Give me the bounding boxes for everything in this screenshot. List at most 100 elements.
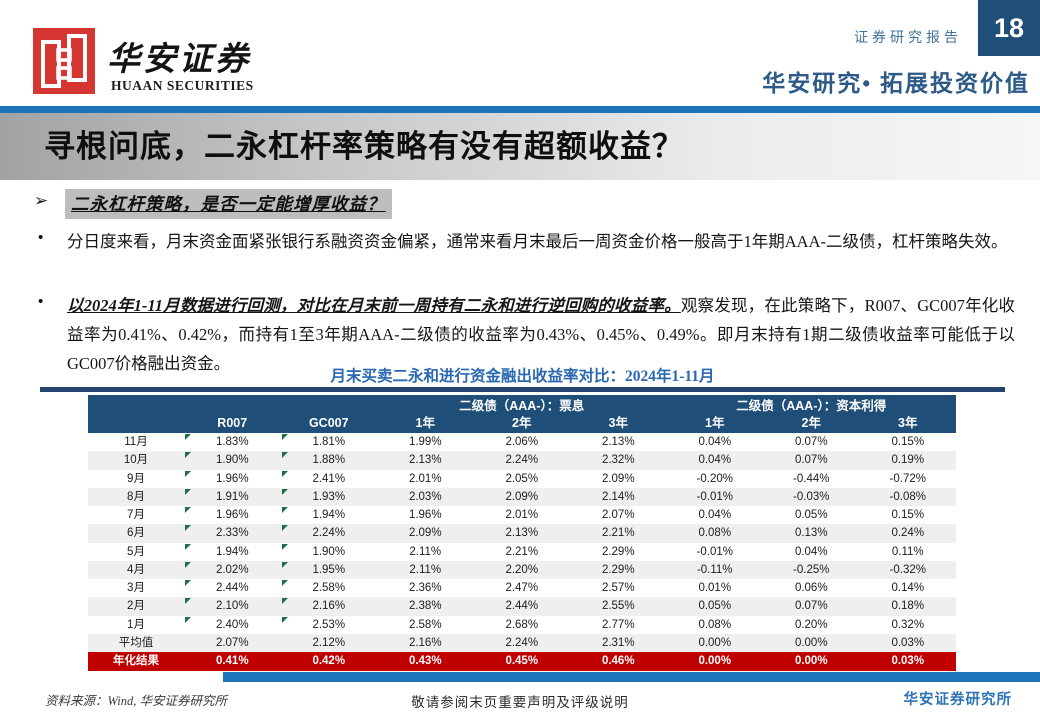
table-cell: 1.96% xyxy=(184,470,281,488)
table-cell: 2.68% xyxy=(505,618,539,631)
table-cell: 1.88% xyxy=(281,451,378,469)
table-cell: -0.32% xyxy=(889,563,926,576)
page-title: 寻根问底，二永杠杆率策略有没有超额收益？ xyxy=(44,129,684,164)
excel-error-flag-icon xyxy=(281,598,288,605)
table-cell: 2.07% xyxy=(215,636,249,649)
table-cell: 2.40% xyxy=(184,616,281,634)
table-cell: 0.42% xyxy=(312,655,346,667)
excel-error-flag-icon xyxy=(281,543,288,550)
header-group-capital-gain: 二级债（AAA-）：资本利得 xyxy=(736,399,887,413)
section-heading: 二永杠杆策略，是否一定能增厚收益？ xyxy=(65,189,392,219)
column-header xyxy=(88,414,184,433)
page-number-badge: 18 xyxy=(978,0,1040,56)
table-header-columns: R007 GC007 1年 2年 3年 1年 2年 3年 xyxy=(88,414,956,433)
table-cell: 2.29% xyxy=(601,545,635,558)
footer-institute: 华安证券研究所 xyxy=(903,692,1012,708)
table-row-annualized: 年化结果 0.41% 0.42% 0.43% 0.45% 0.46% 0.00% 0.00% 0… xyxy=(88,652,956,671)
table-cell: 0.08% xyxy=(698,618,732,631)
table-header-groups: 二级债（AAA-）：票息 二级债（AAA-）：资本利得 xyxy=(88,395,956,414)
excel-error-flag-icon xyxy=(281,580,288,586)
excel-error-flag-icon xyxy=(185,434,191,440)
excel-error-flag-icon xyxy=(185,561,191,568)
table-cell: 0.45% xyxy=(505,655,539,667)
bullet-paragraph-1: 分日度来看，月末资金面紧张银行系融资资金偏紧，通常来看月末最后一周资金价格一般高… xyxy=(67,232,1008,251)
excel-error-flag-icon xyxy=(185,580,191,586)
report-type-label: 证券研究报告 xyxy=(854,31,962,46)
table-cell: 1.94% xyxy=(281,506,378,524)
table-row: 2月 2.10% 2.16% 2.38% 2.44% 2.55% 0.05% 0.07% 0.1… xyxy=(88,597,956,616)
table-cell: 2.11% xyxy=(409,545,442,558)
bullet-dot-icon: • xyxy=(38,229,44,246)
table-cell: -0.44% xyxy=(793,472,830,485)
table-cell: 2.58% xyxy=(281,579,378,597)
table-cell: 2.11% xyxy=(409,563,442,576)
row-label: 2月 xyxy=(127,600,145,613)
logo-company-name-en: HUAAN SECURITIES xyxy=(111,78,254,93)
table-cell: 2.32% xyxy=(601,454,635,467)
table-cell: 0.43% xyxy=(408,655,442,667)
row-label: 1月 xyxy=(127,618,145,631)
huaan-logo-seal-icon xyxy=(33,28,95,94)
table-cell: 0.13% xyxy=(794,527,828,540)
table-cell: 0.15% xyxy=(891,436,925,448)
table-cell: 1.96% xyxy=(184,506,281,524)
table-cell: 2.09% xyxy=(408,527,442,540)
table-cell: 0.41% xyxy=(215,655,249,667)
excel-error-flag-icon xyxy=(281,470,288,477)
table-row: 3月 2.44% 2.58% 2.36% 2.47% 2.57% 0.01% 0.06% 0.1… xyxy=(88,579,956,597)
excel-error-flag-icon xyxy=(185,488,191,495)
table-cell: 1.99% xyxy=(408,436,442,448)
table-cell: 2.14% xyxy=(601,490,635,503)
footer-source: 资料来源：Wind, 华安证券研究所 xyxy=(45,694,227,708)
table-cell: 2.02% xyxy=(184,561,281,579)
table-cell: 2.41% xyxy=(281,470,378,488)
column-header: R007 xyxy=(217,416,248,430)
table-cell: 2.33% xyxy=(184,524,281,542)
table-cell: 1.94% xyxy=(184,543,281,561)
excel-error-flag-icon xyxy=(281,452,288,459)
excel-error-flag-icon xyxy=(281,507,288,513)
header-group-coupon: 二级债（AAA-）：票息 xyxy=(459,399,585,413)
data-table: 二级债（AAA-）：票息 二级债（AAA-）：资本利得 R007 GC007 1年 2年 3… xyxy=(88,395,956,671)
row-label: 平均值 xyxy=(118,636,154,649)
table-row: 10月 1.90% 1.88% 2.13% 2.24% 2.32% 0.04% 0.07% 0.… xyxy=(88,451,956,470)
table-cell: 2.13% xyxy=(601,436,635,448)
bullet2-rest: 观察发现，在此策略下，R007、GC007年化收益率为0.41%、0.42%，而… xyxy=(67,296,1015,373)
table-row-average: 平均值 2.07% 2.12% 2.16% 2.24% 2.31% 0.00% 0.00% 0.… xyxy=(88,633,956,652)
table-cell: 0.14% xyxy=(891,582,925,594)
table-cell: 0.06% xyxy=(794,582,828,594)
row-label: 11月 xyxy=(124,436,148,448)
table-cell: 2.01% xyxy=(505,509,539,521)
row-label: 5月 xyxy=(127,545,145,558)
table-cell: 2.13% xyxy=(408,454,442,467)
table-cell: 0.32% xyxy=(891,618,925,631)
table-cell: 0.46% xyxy=(601,655,635,667)
column-header: 1年 xyxy=(415,416,435,430)
bullet-paragraph-2: 以2024年1-11月数据进行回测，对比在月末前一周持有二永和进行逆回购的收益率… xyxy=(67,291,1015,378)
table-cell: 0.00% xyxy=(698,655,732,667)
table-cell: -0.08% xyxy=(889,490,926,503)
row-label: 7月 xyxy=(127,509,145,521)
table-cell: 1.95% xyxy=(281,561,378,579)
table-cell: 2.53% xyxy=(281,616,378,634)
header-cell-empty xyxy=(88,395,377,414)
table-cell: 2.01% xyxy=(408,472,442,485)
excel-error-flag-icon xyxy=(185,616,191,623)
table-cell: 2.77% xyxy=(601,618,635,631)
table-cell: 2.03% xyxy=(408,490,442,503)
table-cell: 0.05% xyxy=(794,509,828,521)
table-cell: 0.08% xyxy=(698,527,732,540)
table-cell: 2.13% xyxy=(505,527,539,540)
table-cell: 0.20% xyxy=(794,618,828,631)
table-cell: -0.03% xyxy=(793,490,830,503)
table-row: 4月 2.02% 1.95% 2.11% 2.20% 2.29% -0.11% -0.25% -… xyxy=(88,560,956,579)
table-cell: 0.04% xyxy=(698,454,732,467)
table-cell: 2.16% xyxy=(408,636,442,649)
table-cell: 2.24% xyxy=(505,454,539,467)
excel-error-flag-icon xyxy=(185,507,191,513)
header-rule xyxy=(0,106,1040,113)
table-cell: 0.00% xyxy=(794,636,828,649)
table-cell: 1.81% xyxy=(281,433,378,451)
table-cell: 0.11% xyxy=(891,545,924,558)
table-cell: 1.83% xyxy=(184,433,281,451)
